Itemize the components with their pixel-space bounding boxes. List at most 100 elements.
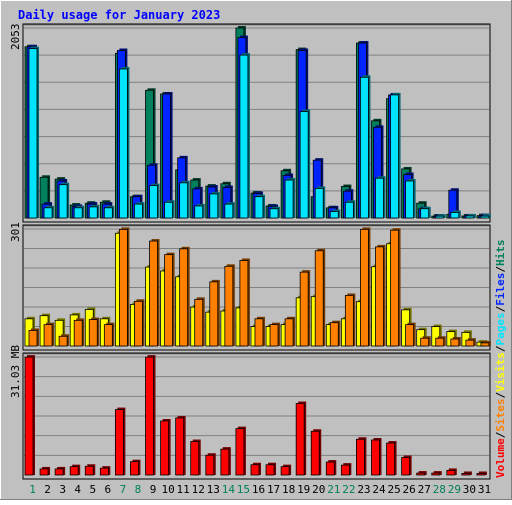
bar-requests-pages-day-8	[134, 203, 143, 219]
x-tick-label-16: 16	[252, 483, 265, 496]
x-tick-label-27: 27	[418, 483, 431, 496]
x-tick-label-9: 9	[150, 483, 157, 496]
x-tick-label-31: 31	[478, 483, 491, 496]
legend-files: Files	[494, 273, 507, 306]
x-tick-label-2: 2	[44, 483, 51, 496]
bar-visits-sites-day-26	[405, 324, 415, 347]
legend-hits: Hits	[494, 240, 507, 267]
bar-volume-volume-day-22	[340, 464, 350, 476]
x-tick-label-25: 25	[387, 483, 400, 496]
bar-volume-volume-day-26	[401, 457, 411, 476]
legend-sep-2: /	[494, 392, 507, 399]
x-tick-label-7: 7	[120, 483, 127, 496]
legend-sep-5: /	[494, 266, 507, 273]
x-tick-label-19: 19	[297, 483, 310, 496]
bar-requests-pages-day-1	[28, 48, 38, 219]
x-tick-label-15: 15	[237, 483, 250, 496]
y-max-label-requests: 2053	[9, 24, 22, 51]
bar-volume-volume-day-11	[175, 417, 185, 476]
bar-visits-sites-day-14	[224, 265, 234, 347]
bar-visits-sites-day-13	[209, 281, 219, 347]
bar-visits-sites-day-20	[314, 250, 324, 347]
bar-volume-volume-day-13	[205, 454, 215, 476]
bar-requests-pages-day-24	[375, 177, 384, 219]
bar-visits-sites-day-18	[284, 318, 294, 347]
y-max-label-volume: 31.03 MB	[9, 345, 22, 398]
y-max-label-visits: 301	[9, 222, 22, 242]
bar-visits-sites-day-27	[420, 337, 430, 347]
bar-visits-sites-day-5	[88, 319, 98, 347]
bar-visits-sites-day-1	[28, 330, 38, 347]
bar-requests-pages-day-26	[405, 180, 415, 219]
bar-volume-volume-day-18	[280, 466, 290, 476]
bar-volume-volume-day-16	[250, 464, 260, 476]
bar-visits-sites-day-7	[118, 228, 128, 347]
bar-volume-volume-day-15	[235, 428, 245, 476]
bar-requests-pages-day-30	[465, 215, 475, 219]
bar-visits-sites-day-12	[194, 298, 204, 347]
legend-pages: Pages	[494, 312, 507, 345]
bar-visits-sites-day-15	[239, 260, 249, 347]
bar-visits-sites-day-16	[254, 318, 264, 347]
bar-requests-pages-day-25	[390, 94, 399, 219]
bar-volume-volume-day-17	[265, 464, 275, 476]
x-tick-label-6: 6	[105, 483, 112, 496]
x-tick-label-1: 1	[29, 483, 36, 496]
x-tick-label-12: 12	[192, 483, 205, 496]
bar-visits-sites-day-25	[390, 229, 399, 347]
bar-requests-pages-day-23	[360, 76, 369, 219]
bar-volume-volume-day-25	[386, 442, 395, 476]
x-tick-label-17: 17	[267, 483, 280, 496]
bar-volume-volume-day-23	[356, 438, 365, 476]
bar-visits-sites-day-23	[360, 228, 369, 347]
x-tick-label-22: 22	[342, 483, 355, 496]
bar-visits-sites-day-19	[299, 271, 309, 347]
bar-requests-pages-day-9	[149, 185, 158, 219]
bar-requests-pages-day-5	[88, 206, 98, 219]
bar-volume-volume-day-27	[416, 472, 426, 476]
x-tick-label-5: 5	[89, 483, 96, 496]
x-tick-label-18: 18	[282, 483, 295, 496]
legend-sep-4: /	[494, 305, 507, 312]
x-tick-label-26: 26	[403, 483, 416, 496]
bar-volume-volume-day-2	[39, 468, 49, 476]
bar-visits-sites-day-3	[58, 335, 68, 347]
bar-requests-pages-day-4	[73, 207, 83, 219]
bar-requests-pages-day-19	[299, 111, 309, 219]
x-tick-label-14: 14	[222, 483, 236, 496]
bar-requests-files-day-10	[162, 93, 171, 219]
legend-sep-3: /	[494, 345, 507, 352]
x-axis: 1 2 3 4 5 6 7 8 9 10 11 12 13 14 15 16 17 18 19 20 21 22 23 24 2…	[29, 483, 491, 496]
bar-volume-volume-day-7	[114, 409, 124, 476]
x-tick-label-21: 21	[327, 483, 340, 496]
x-tick-label-24: 24	[372, 483, 386, 496]
bar-visits-sites-day-24	[375, 246, 384, 347]
bar-requests-pages-day-28	[435, 215, 445, 219]
bar-requests-pages-day-20	[314, 187, 324, 219]
x-tick-label-13: 13	[207, 483, 220, 496]
bar-requests-pages-day-10	[164, 201, 173, 219]
panels-layer	[22, 23, 491, 480]
bar-volume-volume-day-3	[54, 468, 64, 476]
bar-volume-volume-day-8	[130, 461, 139, 476]
bar-visits-sites-day-9	[149, 240, 158, 347]
bar-visits-sites-day-11	[179, 248, 189, 347]
x-tick-label-4: 4	[74, 483, 81, 496]
chart-title: Daily usage for January 2023	[18, 8, 220, 22]
bar-volume-volume-day-21	[325, 461, 335, 476]
bar-requests-pages-day-16	[254, 196, 264, 219]
panel-requests	[22, 23, 491, 223]
bar-volume-volume-day-29	[446, 470, 456, 476]
bar-volume-volume-day-19	[295, 403, 305, 476]
bar-volume-volume-day-31	[476, 473, 486, 476]
bar-requests-pages-day-7	[118, 68, 128, 219]
bar-requests-pages-day-2	[43, 207, 53, 219]
x-tick-label-20: 20	[312, 483, 325, 496]
bar-visits-sites-day-2	[43, 324, 53, 347]
x-tick-label-29: 29	[448, 483, 461, 496]
bar-visits-sites-day-10	[164, 254, 173, 347]
legend-visits: Visits	[494, 352, 507, 392]
bar-requests-pages-day-15	[239, 54, 249, 219]
